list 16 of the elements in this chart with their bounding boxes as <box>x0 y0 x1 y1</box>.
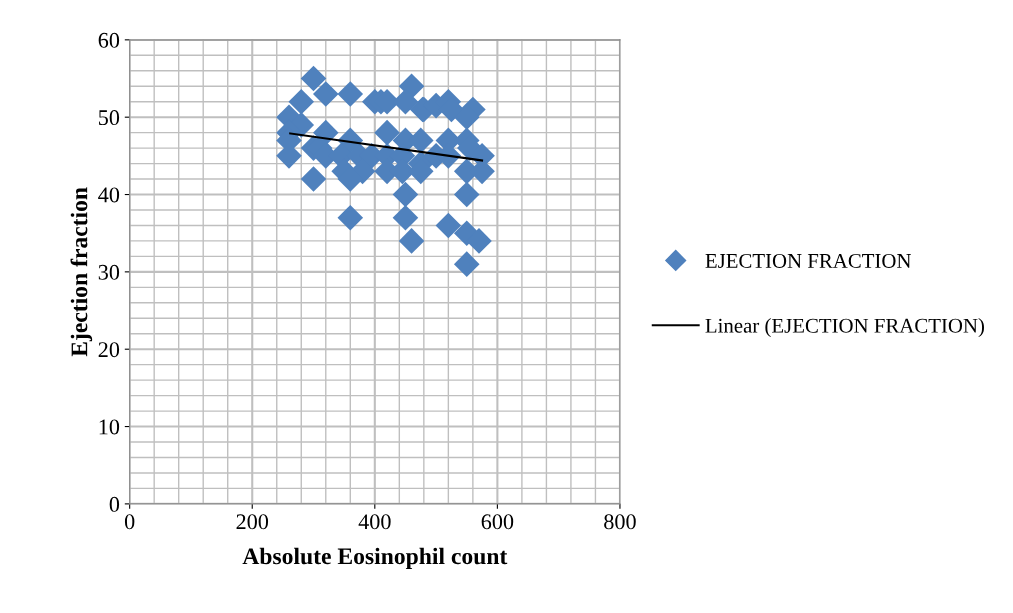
y-tick-label: 60 <box>98 32 120 48</box>
y-tick-label: 20 <box>98 342 120 358</box>
y-tick-label: 10 <box>99 419 120 435</box>
x-tick-label: 0 <box>124 514 135 530</box>
y-tick-label: 40 <box>98 187 120 203</box>
legend-label: Linear (EJECTION FRACTION) <box>705 318 985 337</box>
x-tick-label: 200 <box>236 514 269 530</box>
y-tick-label: 30 <box>98 264 120 280</box>
y-axis-title: Ejection fraction <box>70 187 93 357</box>
legend-label: EJECTION FRACTION <box>705 253 911 268</box>
x-tick-label: 400 <box>358 514 391 530</box>
x-axis-title: Absolute Eosinophil count <box>242 547 508 570</box>
y-tick-label: 0 <box>109 496 120 512</box>
x-tick-label: 600 <box>481 514 514 530</box>
x-tick-label: 800 <box>604 514 636 530</box>
y-tick-label: 50 <box>99 110 120 126</box>
